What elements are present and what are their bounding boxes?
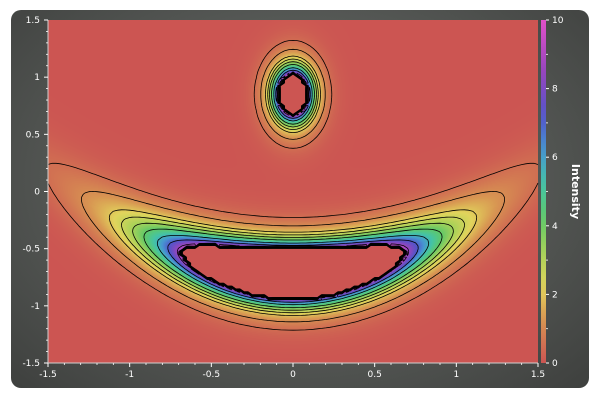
colorbar-tick-label: 4 <box>552 222 558 232</box>
chart-frame: -1.5 -1 -0.5 0 0.5 1 1.5 -1.5 -1 -0.5 0 0.5 1 1.5 0 2… <box>11 10 589 388</box>
contour-line <box>167 69 419 303</box>
plot-area <box>48 20 538 363</box>
colorbar: 0 2 4 6 8 10 Intensity <box>541 16 582 369</box>
x-tick-label: 1 <box>453 370 459 380</box>
y-tick-label: 1.5 <box>26 16 40 26</box>
x-tick-label: -0.5 <box>203 370 221 380</box>
y-axis: -1.5 -1 -0.5 0 0.5 1 1.5 <box>22 16 49 369</box>
colorbar-tick-label: 6 <box>552 153 558 163</box>
contour-lines <box>47 40 539 331</box>
x-tick-label: 1.5 <box>531 370 545 380</box>
intensity-contour-chart: -1.5 -1 -0.5 0 0.5 1 1.5 -1.5 -1 -0.5 0 0.5 1 1.5 0 2… <box>22 16 582 380</box>
x-tick-label: 0 <box>290 370 296 380</box>
colorbar-gradient <box>541 20 546 363</box>
y-tick-label: 1 <box>34 73 40 83</box>
colorbar-tick-label: 10 <box>552 16 564 26</box>
colorbar-tick-label: 8 <box>552 85 558 95</box>
colorbar-tick-label: 0 <box>552 359 558 369</box>
y-tick-label: -1 <box>31 302 40 312</box>
heatmap-image <box>48 20 538 363</box>
y-tick-label: -0.5 <box>22 245 40 255</box>
colorbar-tick-label: 2 <box>552 290 558 300</box>
y-tick-label: -1.5 <box>22 359 40 369</box>
x-tick-label: -1 <box>125 370 134 380</box>
y-tick-label: 0 <box>34 188 40 198</box>
contour-line <box>143 64 443 309</box>
x-tick-label: -1.5 <box>39 370 57 380</box>
contour-line <box>176 72 410 299</box>
x-axis: -1.5 -1 -0.5 0 0.5 1 1.5 <box>39 362 545 380</box>
colorbar-title: Intensity <box>569 164 582 219</box>
x-tick-label: 0.5 <box>368 370 382 380</box>
y-tick-label: 0.5 <box>26 130 40 140</box>
